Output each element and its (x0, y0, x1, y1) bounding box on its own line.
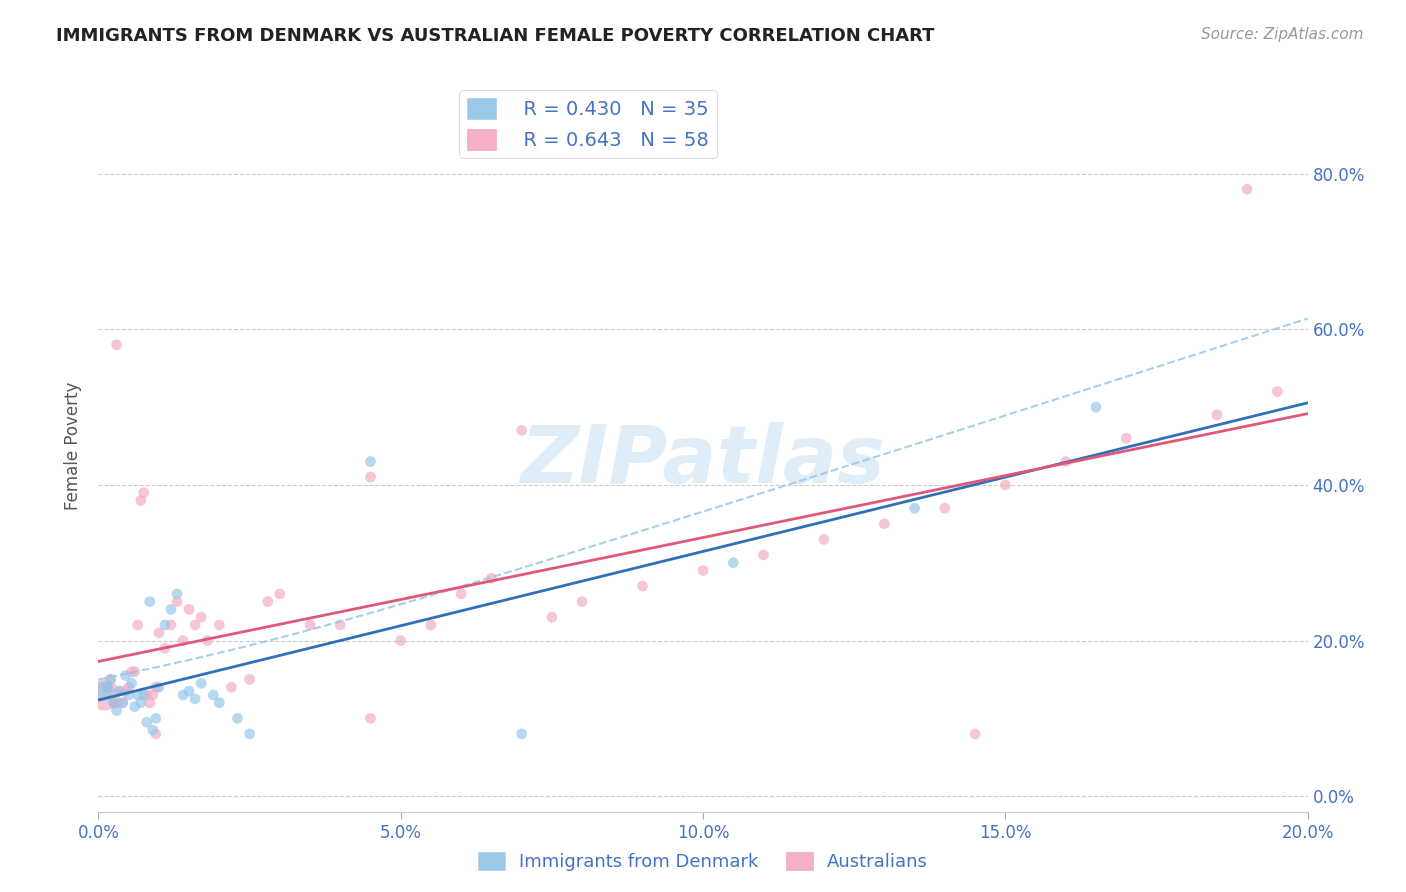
Point (571, 594, 593, 608)
Point (481, 571, 503, 585)
Text: IMMIGRANTS FROM DENMARK VS AUSTRALIAN FEMALE POVERTY CORRELATION CHART: IMMIGRANTS FROM DENMARK VS AUSTRALIAN FE… (56, 27, 935, 45)
Point (121, 676, 143, 690)
Point (124, 665, 146, 679)
Point (103, 696, 125, 710)
Point (139, 594, 162, 608)
Point (153, 618, 176, 632)
Point (1236, 182, 1258, 196)
Point (208, 696, 231, 710)
Point (221, 680, 243, 694)
Point (93, 684, 115, 698)
Point (153, 641, 176, 656)
Point (96, 680, 118, 694)
Point (127, 688, 149, 702)
Point (118, 680, 141, 694)
Point (329, 618, 352, 632)
Point (124, 699, 146, 714)
Point (239, 727, 262, 741)
Point (129, 493, 152, 508)
Point (299, 618, 322, 632)
Point (1085, 400, 1108, 414)
Point (184, 692, 207, 706)
Point (1115, 431, 1137, 445)
Point (190, 610, 212, 624)
Point (132, 485, 155, 500)
Point (752, 548, 775, 562)
Point (813, 533, 835, 547)
Point (111, 696, 134, 710)
Point (1267, 384, 1289, 399)
Point (226, 711, 249, 725)
Point (127, 618, 149, 632)
Text: ZIPatlas: ZIPatlas (520, 422, 886, 500)
Point (172, 633, 194, 648)
Point (631, 579, 654, 593)
Point (100, 673, 122, 687)
Point (166, 587, 188, 601)
Point (904, 501, 927, 516)
Point (172, 688, 194, 702)
Point (965, 727, 987, 741)
Point (190, 676, 212, 690)
Legend:   R = 0.430   N = 35,   R = 0.643   N = 58: R = 0.430 N = 35, R = 0.643 N = 58 (458, 90, 717, 158)
Legend: Immigrants from Denmark, Australians: Immigrants from Denmark, Australians (471, 845, 935, 879)
Point (132, 688, 155, 702)
Point (93, 688, 115, 702)
Point (208, 618, 231, 632)
Point (994, 478, 1017, 492)
Point (108, 684, 131, 698)
Point (148, 680, 170, 694)
Point (195, 633, 218, 648)
Point (184, 618, 207, 632)
Point (139, 696, 162, 710)
Point (142, 723, 165, 737)
Point (692, 564, 714, 578)
Point (510, 424, 533, 438)
Point (873, 516, 896, 531)
Point (239, 673, 262, 687)
Point (450, 587, 472, 601)
Point (145, 727, 167, 741)
Point (269, 587, 291, 601)
Point (360, 454, 382, 468)
Point (145, 711, 167, 725)
Point (108, 684, 131, 698)
Point (114, 668, 136, 682)
Point (179, 602, 201, 616)
Point (135, 688, 157, 702)
Point (103, 696, 125, 710)
Point (360, 711, 382, 725)
Point (420, 618, 443, 632)
Point (105, 704, 128, 718)
Point (166, 594, 188, 608)
Point (96, 680, 118, 694)
Point (142, 688, 165, 702)
Point (389, 633, 412, 648)
Point (111, 696, 134, 710)
Point (148, 625, 170, 640)
Point (100, 673, 122, 687)
Point (105, 338, 128, 352)
Point (360, 470, 382, 484)
Point (160, 602, 183, 616)
Point (510, 727, 533, 741)
Point (256, 594, 278, 608)
Point (135, 715, 157, 730)
Point (934, 501, 956, 516)
Point (129, 696, 152, 710)
Point (202, 688, 225, 702)
Point (179, 684, 201, 698)
Point (1206, 408, 1229, 422)
Point (160, 618, 183, 632)
Point (118, 688, 141, 702)
Point (114, 684, 136, 698)
Point (540, 610, 562, 624)
Point (121, 665, 143, 679)
Y-axis label: Female Poverty: Female Poverty (65, 382, 83, 510)
Point (145, 680, 167, 694)
Text: Source: ZipAtlas.com: Source: ZipAtlas.com (1201, 27, 1364, 42)
Point (1054, 454, 1077, 468)
Point (723, 556, 745, 570)
Point (105, 696, 128, 710)
